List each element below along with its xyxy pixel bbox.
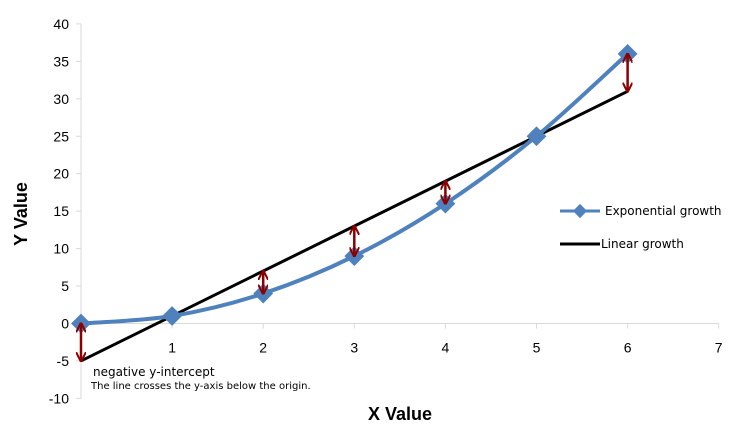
- legend: Exponential growth Linear growth: [560, 203, 722, 251]
- x-tick-label: 3: [350, 340, 358, 356]
- y-axis-ticks: -10 -5 0 5 10 15 20 25 30 35 40: [49, 16, 81, 406]
- x-tick-label: 2: [259, 340, 267, 356]
- x-tick-label: 5: [533, 340, 541, 356]
- x-axis-ticks: 1 2 3 4 5 6 7: [168, 323, 723, 356]
- legend-linear-label: Linear growth: [601, 237, 684, 251]
- y-tick-label: 25: [53, 128, 69, 144]
- x-tick-label: 6: [624, 340, 632, 356]
- legend-exponential-label: Exponential growth: [605, 204, 722, 218]
- y-tick-label: 0: [61, 316, 69, 332]
- residual-arrows: [81, 54, 628, 361]
- exponential-growth-series: [71, 43, 638, 334]
- x-tick-label: 1: [168, 340, 176, 356]
- y-tick-label: 30: [53, 91, 69, 107]
- annotation-negative-intercept-detail: The line crosses the y-axis below the or…: [90, 381, 311, 392]
- y-axis-title: Y Value: [11, 182, 31, 246]
- annotation-negative-intercept: negative y-intercept: [93, 365, 215, 379]
- exponential-growth-point: [162, 306, 182, 326]
- y-tick-label: 15: [53, 203, 69, 219]
- x-tick-label: 7: [715, 340, 723, 356]
- y-tick-label: 10: [53, 241, 69, 257]
- y-tick-label: 20: [53, 166, 69, 182]
- y-tick-label: 5: [61, 278, 69, 294]
- y-tick-label: 40: [53, 16, 69, 32]
- legend-exponential-swatch-marker: [572, 203, 588, 219]
- x-axis-title: X Value: [368, 404, 432, 424]
- y-tick-label: 35: [53, 53, 69, 69]
- exponential-growth-line: [80, 52, 629, 326]
- y-tick-label: -5: [57, 353, 70, 369]
- x-tick-label: 4: [442, 340, 450, 356]
- y-tick-label: -10: [49, 390, 69, 406]
